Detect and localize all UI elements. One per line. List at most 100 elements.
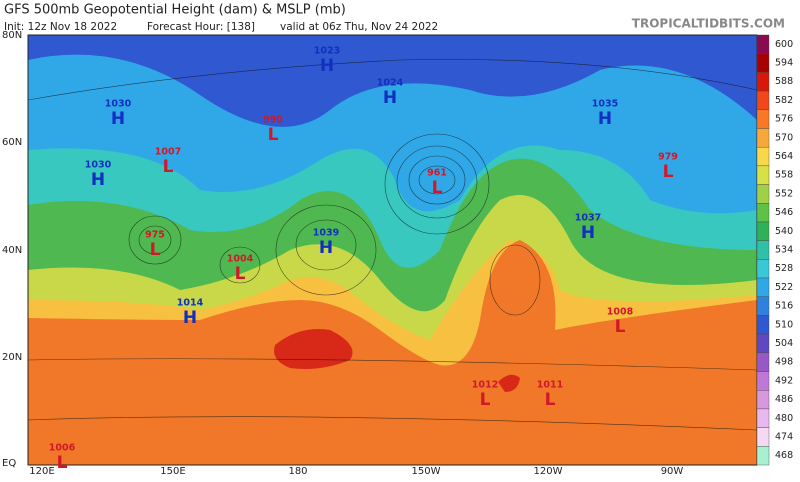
contours (27, 59, 758, 431)
field-red-ridge (274, 329, 353, 369)
colorbar-swatch (756, 259, 770, 279)
pressure-symbol: H (383, 88, 397, 108)
colorbar-swatch (756, 390, 770, 410)
field-red-spot (498, 374, 520, 392)
latitude-label: 20N (2, 352, 22, 363)
longitude-label: 90W (661, 466, 684, 477)
pressure-symbol: H (320, 56, 334, 76)
colorbar-swatch (756, 34, 770, 54)
longitude-label: 120W (534, 466, 563, 477)
colorbar-label: 492 (775, 375, 793, 386)
colorbar-label: 516 (775, 301, 793, 312)
colorbar-label: 468 (775, 450, 793, 461)
colorbar-swatch (756, 371, 770, 391)
pressure-value: 990 (263, 115, 283, 126)
pressure-value: 1012 (472, 380, 498, 391)
latitude-label: 60N (2, 137, 22, 148)
colorbar-swatch (756, 427, 770, 447)
colorbar-label: 498 (775, 357, 793, 368)
map-fill (28, 35, 757, 466)
longitude-label: 120E (29, 466, 54, 477)
pressure-symbol: H (183, 308, 197, 328)
colorbar-label: 522 (775, 282, 793, 293)
colorbar-label: 594 (775, 58, 793, 69)
colorbar-label: 600 (775, 39, 793, 50)
longitude-label: 150E (160, 466, 185, 477)
pressure-value: 1037 (575, 213, 601, 224)
colorbar-swatch (756, 128, 770, 148)
colorbar-swatch (756, 72, 770, 92)
pressure-value: 1004 (227, 254, 254, 265)
pressure-symbol: H (581, 223, 595, 243)
colorbar-label: 546 (775, 207, 793, 218)
pressure-value: 1023 (314, 46, 340, 57)
pressure-symbol: L (268, 125, 279, 145)
latitude-label: 80N (2, 30, 22, 41)
colorbar-label: 510 (775, 319, 793, 330)
longitude-label: 180 (288, 466, 307, 477)
colorbar-label: 480 (775, 413, 793, 424)
colorbar-label: 564 (775, 151, 793, 162)
pressure-value: 975 (145, 230, 165, 241)
colorbar-swatch (756, 333, 770, 354)
longitude-label: 150W (412, 466, 441, 477)
pressure-value: 979 (658, 152, 678, 163)
colorbar-swatch (756, 203, 770, 223)
colorbar-label: 528 (775, 263, 793, 274)
colorbar-swatch (756, 90, 770, 110)
pressure-value: 1039 (313, 228, 339, 239)
colorbar-swatch (756, 352, 770, 372)
forecast-hour: Forecast Hour: [138] (147, 21, 255, 33)
pressure-value: 1030 (105, 99, 132, 110)
colorbar-swatch (756, 277, 770, 297)
colorbar-label: 576 (775, 114, 793, 125)
pressure-value: 961 (427, 168, 447, 179)
site-name: TROPICALTIDBITS.COM (632, 17, 785, 31)
colorbar-swatch (756, 446, 770, 466)
pressure-symbol: H (91, 170, 105, 190)
init-time: Init: 12z Nov 18 2022 (4, 21, 117, 33)
colorbar-swatch (756, 408, 770, 428)
colorbar-label: 540 (775, 226, 793, 237)
title: GFS 500mb Geopotential Height (dam) & MS… (4, 3, 346, 18)
colorbar-label: 534 (775, 245, 793, 256)
field-orange (28, 240, 757, 465)
pressure-symbol: L (57, 453, 68, 473)
pressure-symbol: L (615, 317, 626, 337)
colorbar-swatch (756, 184, 770, 204)
pressure-value: 1007 (155, 147, 181, 158)
colorbar-label: 504 (775, 338, 793, 349)
pressure-symbol: H (598, 109, 612, 129)
pressure-value: 1011 (537, 380, 563, 391)
colorbar-swatch (756, 53, 770, 73)
pressure-symbol: H (319, 238, 333, 258)
pressure-value: 1014 (177, 298, 204, 309)
pressure-symbol: L (150, 240, 161, 260)
pressure-value: 1006 (49, 443, 76, 454)
colorbar-swatch (756, 146, 770, 167)
colorbar-swatch (756, 221, 770, 241)
pressure-value: 1024 (377, 78, 404, 89)
colorbar-label: 474 (775, 431, 793, 442)
latitude-label: 40N (2, 245, 22, 256)
pressure-value: 1008 (607, 307, 634, 318)
colorbar-swatch (756, 315, 770, 335)
colorbar-label: 582 (775, 95, 793, 106)
valid-time: valid at 06z Thu, Nov 24 2022 (280, 21, 438, 33)
colorbar-swatch (756, 165, 770, 185)
pressure-symbol: L (163, 157, 174, 177)
pressure-value: 1030 (85, 160, 112, 171)
colorbar-swatch (756, 240, 770, 260)
pressure-symbol: H (111, 109, 125, 129)
latitude-label: EQ (2, 458, 16, 469)
pressure-symbol: L (545, 390, 556, 410)
pressure-symbol: L (432, 178, 443, 198)
colorbar-swatch (756, 296, 770, 316)
colorbar-label: 588 (775, 76, 793, 87)
pressure-symbol: L (235, 264, 246, 284)
pressure-symbol: L (663, 162, 674, 182)
colorbar-label: 486 (775, 394, 793, 405)
colorbar-label: 552 (775, 188, 793, 199)
colorbar-label: 558 (775, 170, 793, 181)
